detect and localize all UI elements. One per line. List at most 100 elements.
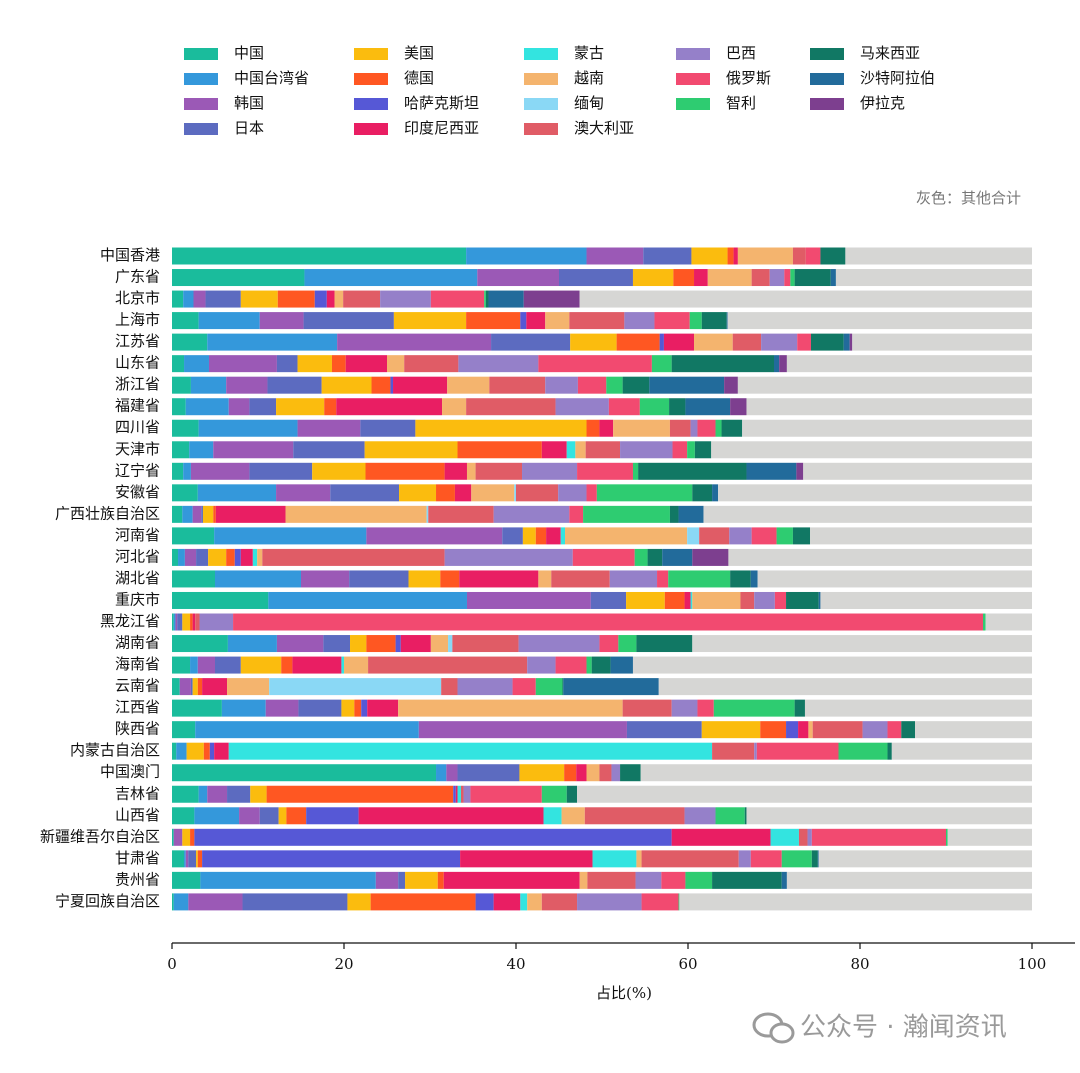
bar-segment [520, 893, 528, 911]
x-axis-label: 占比(%) [596, 984, 652, 1002]
bar-segment [520, 312, 527, 330]
bar-segment [276, 484, 331, 502]
legend-label: 日本 [234, 119, 264, 137]
bar-segment [179, 678, 191, 696]
bar-segment [366, 527, 503, 545]
bar-segment [172, 376, 191, 394]
bar-segment [671, 828, 771, 846]
bar-segment [188, 850, 197, 868]
bar-segment [228, 398, 250, 416]
legend-label: 沙特阿拉伯 [860, 69, 935, 87]
bar-segment [390, 376, 394, 394]
bar-segment [901, 721, 916, 739]
legend-label: 马来西亚 [860, 44, 920, 62]
bar-segment [196, 850, 198, 868]
bar-segment [599, 764, 612, 782]
bar-segment [592, 850, 637, 868]
bar-segment [172, 484, 198, 502]
y-tick-label: 海南省 [115, 655, 160, 673]
bar-segment [298, 699, 342, 717]
y-tick-label: 中国澳门 [100, 763, 160, 781]
bar-segment [583, 505, 670, 523]
bar-segment [172, 656, 191, 674]
bar-segment [172, 871, 201, 889]
bar-segment [197, 850, 203, 868]
bar-segment [226, 548, 235, 566]
bar-segment [367, 699, 399, 717]
bar-segment [663, 333, 695, 351]
bar-segment [354, 699, 362, 717]
bar-segment [613, 419, 670, 437]
bar-segment [330, 484, 400, 502]
bar-segment [172, 591, 269, 609]
bar-segment [172, 548, 179, 566]
bar-segment [817, 850, 819, 868]
bar-segment [518, 635, 600, 653]
bar-segment [446, 764, 458, 782]
bar-segment [400, 635, 431, 653]
bar-other [640, 764, 1032, 782]
bar-segment [172, 570, 215, 588]
bar-segment [662, 548, 693, 566]
legend-label: 智利 [726, 94, 756, 112]
bar-segment [756, 742, 839, 760]
bar-segment [455, 785, 458, 803]
legend-label: 缅甸 [574, 94, 604, 112]
bar-segment [639, 398, 670, 416]
y-tick-label: 重庆市 [115, 590, 160, 608]
y-tick-label: 江苏省 [115, 332, 160, 350]
bar-segment [657, 570, 669, 588]
y-tick-label: 北京市 [115, 289, 160, 307]
bar-segment [321, 376, 372, 394]
bar-segment [715, 807, 745, 825]
bar-segment [304, 269, 478, 287]
bar-segment [470, 785, 542, 803]
legend-swatch [524, 73, 558, 85]
bar-other [746, 398, 1032, 416]
bar-segment [452, 635, 519, 653]
bar-segment [626, 721, 702, 739]
bar-segment [405, 871, 438, 889]
y-tick-label: 福建省 [115, 397, 160, 415]
legend-swatch [524, 123, 558, 135]
bar-segment [269, 678, 442, 696]
bar-segment [569, 505, 584, 523]
bar-other [852, 333, 1032, 351]
bar-segment [195, 613, 200, 631]
legend-swatch [184, 98, 218, 110]
bar-other [835, 269, 1032, 287]
bar-segment [364, 441, 458, 459]
bar-segment [197, 656, 215, 674]
bar-segment [562, 678, 564, 696]
bar-segment [543, 807, 562, 825]
bar-other [915, 721, 1032, 739]
bar-segment [649, 376, 725, 394]
bar-segment [297, 419, 361, 437]
bar-segment [729, 527, 752, 545]
bar-segment [523, 290, 580, 308]
bar-segment [172, 807, 195, 825]
bar-segment [361, 699, 368, 717]
bar-segment [334, 290, 344, 308]
bar-segment [611, 764, 621, 782]
bar-other [891, 742, 1032, 760]
bar-other [845, 247, 1032, 265]
bar-segment [341, 699, 355, 717]
bar-segment [252, 548, 258, 566]
bar-segment [370, 893, 476, 911]
bar-segment [182, 828, 191, 846]
bar-segment [586, 247, 644, 265]
bar-segment [751, 269, 770, 287]
bar-segment [448, 635, 453, 653]
bar-segment [754, 591, 775, 609]
bar-segment [641, 893, 679, 911]
bar-segment [337, 333, 492, 351]
bar-segment [726, 312, 728, 330]
bar-other [818, 850, 1032, 868]
bar-segment [190, 376, 227, 394]
y-tick-label: 辽宁省 [115, 461, 160, 479]
bar-segment [862, 721, 888, 739]
bar-segment [732, 333, 762, 351]
bar-segment [643, 247, 692, 265]
bar-segment [761, 333, 798, 351]
